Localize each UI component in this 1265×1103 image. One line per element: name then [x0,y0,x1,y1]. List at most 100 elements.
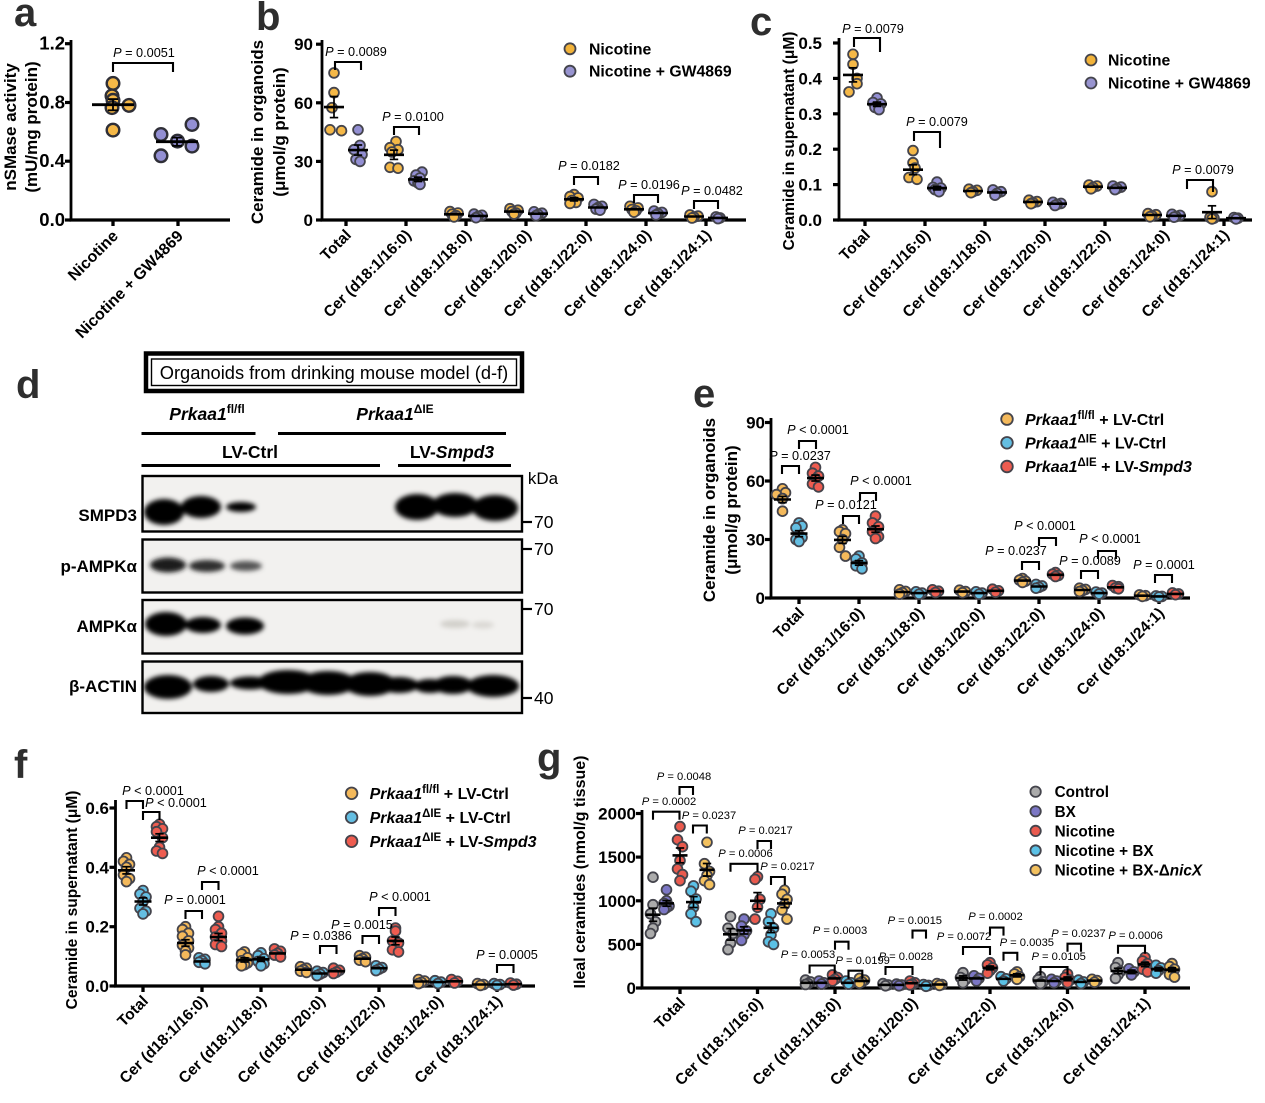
svg-text:P = 0.0006: P = 0.0006 [1108,930,1162,942]
svg-text:(μmol/g protein): (μmol/g protein) [270,67,289,196]
svg-text:Ceramide in organoids: Ceramide in organoids [248,40,267,224]
svg-text:P = 0.0199: P = 0.0199 [835,955,889,967]
svg-text:kDa: kDa [528,469,559,488]
svg-text:Prkaa1ΔIE + LV-Ctrl: Prkaa1ΔIE + LV-Ctrl [1025,434,1166,453]
svg-text:Nicotine + GW4869: Nicotine + GW4869 [589,64,732,81]
svg-text:P = 0.0003: P = 0.0003 [813,925,867,937]
svg-text:70: 70 [534,599,554,619]
svg-text:f: f [14,743,28,787]
svg-text:0.4: 0.4 [798,69,822,88]
svg-text:Ileal ceramides (nmol/g tissue: Ileal ceramides (nmol/g tissue) [572,756,589,989]
svg-text:P < 0.0001: P < 0.0001 [369,890,431,904]
svg-text:P = 0.0079: P = 0.0079 [842,22,904,36]
svg-text:P = 0.0015: P = 0.0015 [331,918,393,932]
svg-text:90: 90 [294,35,313,54]
svg-text:P = 0.0079: P = 0.0079 [1172,163,1234,177]
svg-text:1000: 1000 [598,892,636,911]
svg-text:0.5: 0.5 [798,34,822,53]
svg-text:0.1: 0.1 [798,176,822,195]
svg-text:0.8: 0.8 [39,92,65,113]
svg-text:P = 0.0237: P = 0.0237 [1051,928,1105,940]
svg-text:SMPD3: SMPD3 [78,506,137,525]
svg-text:90: 90 [746,414,765,433]
svg-text:P = 0.0237: P = 0.0237 [682,810,736,822]
svg-text:0: 0 [304,211,313,230]
svg-text:Nicotine + BX-ΔnicX: Nicotine + BX-ΔnicX [1055,863,1203,880]
svg-text:(μmol/g protein): (μmol/g protein) [722,445,741,574]
svg-text:500: 500 [608,935,636,954]
svg-text:P = 0.0105: P = 0.0105 [1031,951,1085,963]
svg-text:P < 0.0001: P < 0.0001 [1014,519,1076,533]
svg-text:0.0: 0.0 [798,211,822,230]
svg-text:Nicotine: Nicotine [1108,53,1171,70]
svg-text:60: 60 [746,472,765,491]
svg-text:0.4: 0.4 [85,858,109,877]
svg-text:P < 0.0001: P < 0.0001 [1079,532,1141,546]
svg-text:Control: Control [1055,784,1109,801]
svg-text:P = 0.0028: P = 0.0028 [879,951,933,963]
svg-text:Nicotine + BX: Nicotine + BX [1055,843,1155,860]
svg-text:β-ACTIN: β-ACTIN [69,677,137,696]
svg-text:a: a [14,0,37,35]
svg-text:P = 0.0386: P = 0.0386 [290,929,352,943]
svg-text:Nicotine + GW4869: Nicotine + GW4869 [1108,76,1251,93]
svg-text:P = 0.0006: P = 0.0006 [718,848,772,860]
svg-text:P = 0.0237: P = 0.0237 [985,544,1047,558]
svg-text:40: 40 [534,688,554,708]
svg-text:P = 0.0035: P = 0.0035 [1000,937,1054,949]
svg-text:Nicotine: Nicotine [589,41,652,58]
svg-text:0.2: 0.2 [798,140,822,159]
svg-text:0.0: 0.0 [39,209,65,230]
svg-text:g: g [537,736,561,780]
svg-text:70: 70 [534,539,554,559]
svg-text:e: e [693,372,715,416]
svg-text:2000: 2000 [598,805,636,824]
svg-text:1.2: 1.2 [39,33,65,54]
svg-text:70: 70 [534,512,554,532]
svg-text:Organoids from drinking mouse: Organoids from drinking mouse model (d-f… [160,362,509,383]
svg-text:Ceramide in supernatant (μM): Ceramide in supernatant (μM) [64,791,81,1010]
svg-text:b: b [256,0,280,39]
svg-text:Prkaa1ΔIE + LV-Smpd3: Prkaa1ΔIE + LV-Smpd3 [1025,457,1192,476]
svg-text:P = 0.0482: P = 0.0482 [681,184,743,198]
svg-text:P = 0.0002: P = 0.0002 [968,911,1022,923]
svg-text:P = 0.0217: P = 0.0217 [760,861,814,873]
svg-text:BX: BX [1055,804,1077,821]
svg-text:0.0: 0.0 [85,977,109,996]
svg-text:P < 0.0001: P < 0.0001 [197,864,259,878]
svg-text:Prkaa1ΔIE + LV-Ctrl: Prkaa1ΔIE + LV-Ctrl [370,808,511,827]
svg-text:P = 0.0015: P = 0.0015 [888,915,942,927]
svg-text:P = 0.0051: P = 0.0051 [113,46,175,60]
svg-text:P < 0.0001: P < 0.0001 [787,423,849,437]
svg-text:P = 0.0001: P = 0.0001 [164,893,226,907]
svg-text:P = 0.0089: P = 0.0089 [325,45,387,59]
svg-text:c: c [750,0,772,44]
svg-text:0: 0 [627,979,636,998]
svg-text:Prkaa1fl/fl: Prkaa1fl/fl [169,402,244,424]
svg-text:AMPKα: AMPKα [76,617,137,636]
svg-text:Prkaa1ΔIE + LV-Smpd3: Prkaa1ΔIE + LV-Smpd3 [370,832,537,851]
svg-text:0.4: 0.4 [39,150,65,171]
svg-text:d: d [16,363,40,407]
svg-text:1500: 1500 [598,848,636,867]
svg-text:Prkaa1fl/fl + LV-Ctrl: Prkaa1fl/fl + LV-Ctrl [1025,410,1164,429]
svg-text:0.2: 0.2 [85,918,109,937]
svg-text:30: 30 [294,152,313,171]
svg-text:LV-Ctrl: LV-Ctrl [222,442,278,462]
svg-text:nSMase activity: nSMase activity [1,63,20,191]
svg-text:P = 0.0048: P = 0.0048 [657,771,711,783]
svg-text:30: 30 [746,531,765,550]
svg-text:P = 0.0217: P = 0.0217 [738,825,792,837]
svg-text:P = 0.0089: P = 0.0089 [1059,554,1121,568]
svg-text:P = 0.0100: P = 0.0100 [382,110,444,124]
svg-text:P < 0.0001: P < 0.0001 [145,796,207,810]
svg-text:LV-Smpd3: LV-Smpd3 [410,442,495,462]
svg-text:Nicotine: Nicotine [1055,823,1115,840]
svg-text:P = 0.0072: P = 0.0072 [937,931,991,943]
svg-text:0: 0 [756,589,765,608]
svg-text:Prkaa1fl/fl + LV-Ctrl: Prkaa1fl/fl + LV-Ctrl [370,784,509,803]
svg-text:Ceramide in supernatant (μM): Ceramide in supernatant (μM) [781,32,798,251]
svg-text:P = 0.0002: P = 0.0002 [642,796,696,808]
svg-text:P = 0.0053: P = 0.0053 [781,949,835,961]
svg-text:P = 0.0196: P = 0.0196 [618,178,680,192]
